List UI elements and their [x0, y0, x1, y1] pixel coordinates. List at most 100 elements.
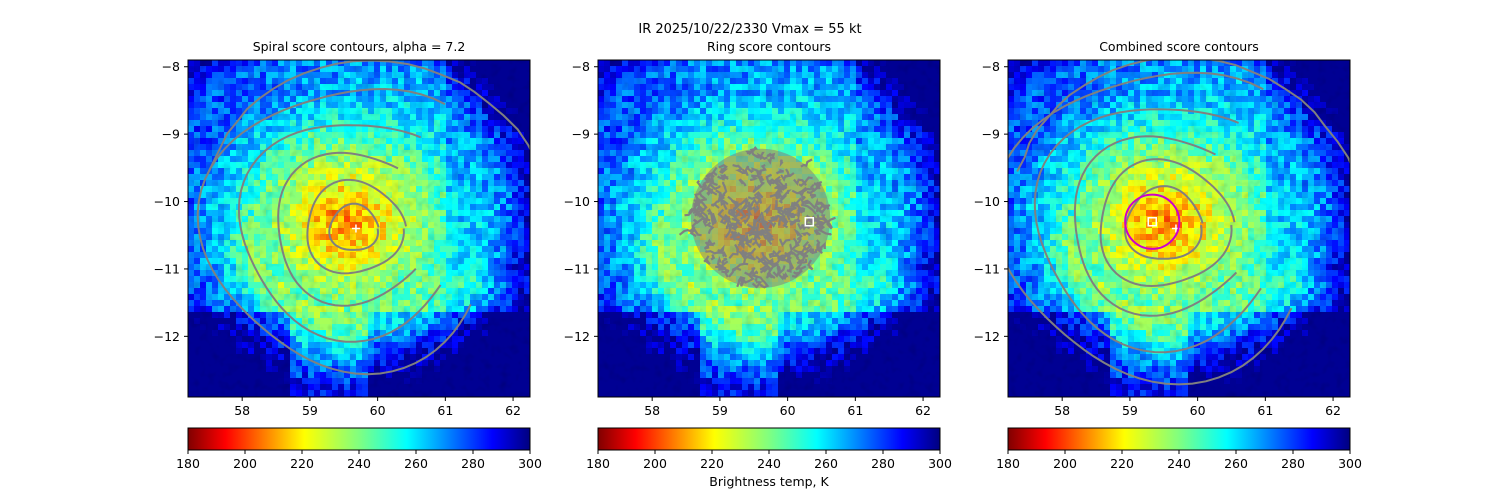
- brightness-heatmap: [188, 60, 530, 397]
- contour-line: [306, 178, 407, 275]
- contour-line: [809, 193, 817, 199]
- x-tick-label: 62: [915, 403, 931, 418]
- contour-line: [774, 205, 784, 213]
- contour-line: [328, 202, 380, 251]
- contour-line: [757, 212, 769, 224]
- contour-line: [725, 222, 733, 230]
- contour-line: [765, 173, 773, 187]
- y-tick-label: −9: [162, 127, 180, 142]
- colorbar-tick-label: 280: [871, 456, 895, 471]
- contour-line: [777, 179, 788, 190]
- panel-title: Spiral score contours, alpha = 7.2: [253, 39, 466, 54]
- contour-line: [737, 249, 747, 258]
- contour-line: [277, 151, 417, 307]
- contour-line: [775, 168, 784, 175]
- colorbar: [187, 427, 531, 451]
- contour-line: [747, 195, 761, 201]
- contour-line: [1099, 158, 1236, 288]
- contour-line: [744, 271, 755, 284]
- contour-line: [802, 240, 812, 251]
- colorbar-tick-label: 280: [1281, 456, 1305, 471]
- contour-line: [802, 200, 817, 215]
- center-plus-marker: [351, 224, 360, 233]
- contour-line: [818, 219, 833, 229]
- contour-line: [727, 195, 738, 205]
- eye-ring-marker: [1124, 193, 1181, 250]
- colorbar-tick-label: 220: [1110, 456, 1134, 471]
- contour-line: [817, 243, 823, 254]
- score-contours: [196, 60, 530, 376]
- panel-title: Ring score contours: [707, 39, 831, 54]
- contour-line: [765, 273, 776, 279]
- contour-line: [752, 211, 764, 227]
- x-tick-label: 59: [1122, 403, 1138, 418]
- contour-line: [772, 249, 782, 258]
- contour-line: [796, 251, 803, 265]
- contour-line: [1016, 60, 1350, 172]
- y-tick-label: −9: [572, 127, 590, 142]
- y-tick-label: −11: [564, 261, 590, 276]
- panel-3: Combined score contours 58 59 60 61 62 −8 −9 −10…: [974, 39, 1362, 471]
- contour-line: [706, 208, 717, 223]
- contour-line: [711, 166, 718, 177]
- contour-line: [776, 253, 790, 264]
- contour-line: [775, 179, 782, 184]
- colorbar-tick-label: 260: [404, 456, 428, 471]
- contour-line: [744, 223, 760, 235]
- contour-line: [724, 226, 732, 239]
- contour-line: [785, 209, 794, 216]
- contour-line: [719, 213, 732, 225]
- contour-line: [815, 203, 831, 214]
- contour-line: [739, 277, 747, 287]
- contour-line: [778, 194, 788, 204]
- colorbar-tick-label: 240: [347, 456, 371, 471]
- contour-line: [798, 187, 812, 198]
- colorbar-tick-label: 300: [518, 456, 542, 471]
- contour-line: [742, 253, 756, 264]
- contour-line: [759, 230, 766, 237]
- panel-title: Combined score contours: [1099, 39, 1259, 54]
- contour-line: [773, 193, 782, 200]
- x-tick-label: 61: [1257, 403, 1273, 418]
- contour-line: [759, 151, 768, 160]
- x-tick-label: 59: [712, 403, 728, 418]
- center-square-marker: [804, 217, 815, 227]
- contour-line: [745, 203, 754, 216]
- contour-line: [741, 247, 757, 258]
- contour-line: [237, 124, 442, 343]
- contour-line: [766, 231, 774, 246]
- colorbar-tick-label: 200: [643, 456, 667, 471]
- contour-line: [809, 248, 818, 255]
- contour-line: [763, 203, 772, 215]
- contour-line: [815, 180, 823, 189]
- contour-line: [751, 174, 763, 184]
- contour-line: [701, 187, 718, 196]
- contour-line: [759, 264, 773, 272]
- contour-line: [792, 237, 802, 246]
- contour-line: [705, 177, 718, 187]
- contour-line: [776, 214, 788, 223]
- contour-line: [815, 220, 826, 231]
- contour-line: [785, 207, 797, 211]
- axes-frame: [187, 59, 531, 398]
- contour-line: [736, 207, 747, 220]
- colorbar-tick-label: 220: [290, 456, 314, 471]
- axes-frame: [597, 59, 941, 398]
- contour-line: [734, 262, 749, 272]
- contour-line: [722, 181, 728, 196]
- contour-line: [710, 254, 716, 261]
- contour-line: [693, 198, 708, 209]
- contour-line: [715, 265, 726, 271]
- contour-line: [693, 217, 711, 225]
- contour-line: [766, 152, 776, 158]
- score-contours: [678, 146, 836, 289]
- contour-line: [798, 176, 813, 187]
- colorbar-tick-label: 240: [1167, 456, 1191, 471]
- contour-line: [711, 200, 720, 209]
- contour-line: [703, 255, 711, 265]
- colorbar-tick-label: 200: [1053, 456, 1077, 471]
- contour-line: [789, 218, 801, 224]
- contour-line: [793, 228, 803, 241]
- contour-line: [774, 185, 783, 196]
- colorbar-tick-label: 260: [1224, 456, 1248, 471]
